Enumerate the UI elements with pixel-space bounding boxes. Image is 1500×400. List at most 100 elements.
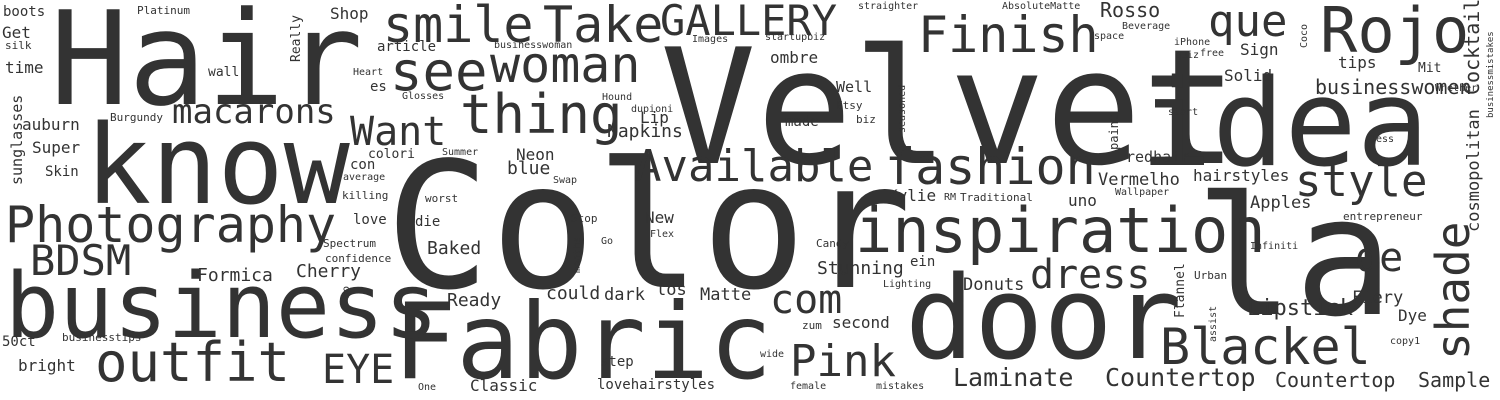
word-time: time bbox=[5, 58, 44, 77]
word-spectrum: Spectrum bbox=[323, 237, 376, 250]
word-finish: Finish bbox=[918, 6, 1099, 64]
word-whether: Whether bbox=[1435, 83, 1478, 94]
word-traditional: Traditional bbox=[960, 191, 1033, 204]
word-get: Get bbox=[2, 23, 31, 42]
word-ready: Ready bbox=[447, 290, 502, 311]
word-los: los bbox=[656, 280, 687, 300]
word-swap: Swap bbox=[553, 175, 578, 186]
word-zum: zum bbox=[802, 319, 822, 332]
word-article: article bbox=[377, 39, 437, 55]
word-seasoned: seasoned bbox=[897, 84, 908, 133]
word-sign: Sign bbox=[1240, 40, 1279, 59]
word-want: Want bbox=[350, 109, 447, 155]
word-biz: biz bbox=[856, 113, 876, 126]
word-made: made bbox=[785, 114, 819, 130]
word-love: love bbox=[353, 212, 387, 228]
word-cosmopolitan: cosmopolitan bbox=[1464, 109, 1484, 232]
word-la: la bbox=[1195, 161, 1394, 353]
word-businessmistakes: businessmistakes bbox=[1486, 31, 1496, 118]
word-heart: Heart bbox=[353, 67, 384, 78]
word-dress: dress bbox=[1030, 252, 1151, 298]
word-com: com bbox=[770, 277, 843, 323]
word-ein: ein bbox=[910, 254, 936, 270]
word-take: Take bbox=[543, 0, 664, 54]
word-businesstips: businesstips bbox=[62, 331, 142, 344]
word-mo: mo bbox=[341, 285, 352, 298]
word-macarons: macarons bbox=[172, 92, 336, 132]
word-eye: EYE bbox=[322, 347, 395, 393]
word-thing: thing bbox=[460, 83, 623, 146]
word-businesswomen: businesswomen bbox=[1315, 75, 1472, 99]
word-formica: Formica bbox=[197, 265, 273, 286]
word-infiniti: Infiniti bbox=[1250, 241, 1299, 252]
word-fashion: fashion bbox=[885, 138, 1096, 196]
word-que: que bbox=[1208, 0, 1288, 47]
word-auburn: auburn bbox=[22, 115, 80, 134]
word-classic: Classic bbox=[470, 376, 538, 395]
word-shop: Shop bbox=[330, 4, 369, 23]
word-free: free bbox=[1200, 48, 1225, 59]
word-countertop-2: Countertop bbox=[1275, 368, 1396, 392]
word-fiery: Fiery bbox=[1352, 288, 1404, 308]
word-super: Super bbox=[32, 138, 81, 157]
word-velvet: Velvet bbox=[660, 14, 1238, 201]
word-countertop: Countertop bbox=[1105, 363, 1256, 392]
word-neon: Neon bbox=[516, 145, 555, 164]
word-mit: Mit bbox=[1418, 61, 1442, 76]
word-blue: blue bbox=[507, 158, 551, 179]
word-copy1: copy1 bbox=[1390, 336, 1421, 347]
word-see: see bbox=[390, 40, 488, 103]
word-wallpaper: Wallpaper bbox=[1115, 187, 1170, 198]
word-door: door bbox=[905, 252, 1182, 386]
word-could: could bbox=[546, 283, 601, 304]
word-less: less bbox=[1370, 134, 1395, 145]
word-color: Color bbox=[385, 126, 912, 329]
word-absolutematte: AbsoluteMatte bbox=[1002, 1, 1081, 12]
word-colori: colori bbox=[368, 147, 415, 162]
word-skin: Skin bbox=[45, 164, 79, 180]
word-iphone: iPhone bbox=[1174, 37, 1211, 48]
word-napkins: Napkins bbox=[607, 121, 683, 142]
word-flannel: Flannel bbox=[1173, 263, 1188, 318]
word-worst: worst bbox=[425, 192, 459, 205]
word-es: es bbox=[370, 79, 387, 95]
word-inspiration: inspiration bbox=[855, 194, 1266, 267]
word-female: female bbox=[790, 381, 827, 392]
word-dye: Dye bbox=[1398, 306, 1427, 325]
word-wall: wall bbox=[208, 65, 240, 80]
word-paint: paint bbox=[1107, 113, 1121, 150]
word-redhair: redhair bbox=[1126, 148, 1190, 166]
word-platinum: Platinum bbox=[137, 4, 190, 17]
word-con: con bbox=[350, 157, 376, 173]
word-one: One bbox=[418, 382, 437, 393]
word-lip: Lip bbox=[640, 108, 669, 127]
word-dupioni: dupioni bbox=[631, 104, 674, 115]
word-silk: silk bbox=[5, 39, 32, 52]
word-well: Well bbox=[836, 78, 873, 96]
word-lovehairstyles: lovehairstyles bbox=[597, 377, 716, 393]
word-step: step bbox=[600, 354, 634, 370]
word-kylie: Kylie bbox=[888, 186, 937, 205]
word-stop: Stop bbox=[571, 212, 598, 225]
word-sunglasses: sunglasses bbox=[8, 94, 26, 185]
word-businesswoman: businesswoman bbox=[494, 40, 573, 51]
word-entrepreneur: entrepreneur bbox=[1343, 210, 1423, 223]
word-photography: Photography bbox=[5, 196, 337, 254]
word-really: Really bbox=[289, 15, 304, 62]
word-months: months bbox=[572, 236, 583, 273]
word-sample: Sample bbox=[1418, 368, 1491, 392]
word-space: space bbox=[1094, 31, 1125, 42]
word-style: style bbox=[1295, 156, 1428, 207]
word-cherry: Cherry bbox=[296, 261, 362, 282]
word-hound: Hound bbox=[602, 92, 633, 103]
word-burgundy: Burgundy bbox=[110, 111, 163, 124]
word-gallery: GALLERY bbox=[660, 0, 838, 45]
word-bright: bright bbox=[18, 356, 76, 375]
word-coco: Coco bbox=[1299, 23, 1310, 48]
word-solid: Solid bbox=[1224, 66, 1273, 85]
word-rojo: Rojo bbox=[1320, 0, 1470, 67]
word-average: average bbox=[343, 172, 386, 183]
word-business: business bbox=[5, 254, 439, 359]
word-pink: Pink bbox=[790, 336, 896, 387]
word-stunning: Stunning bbox=[817, 258, 904, 279]
